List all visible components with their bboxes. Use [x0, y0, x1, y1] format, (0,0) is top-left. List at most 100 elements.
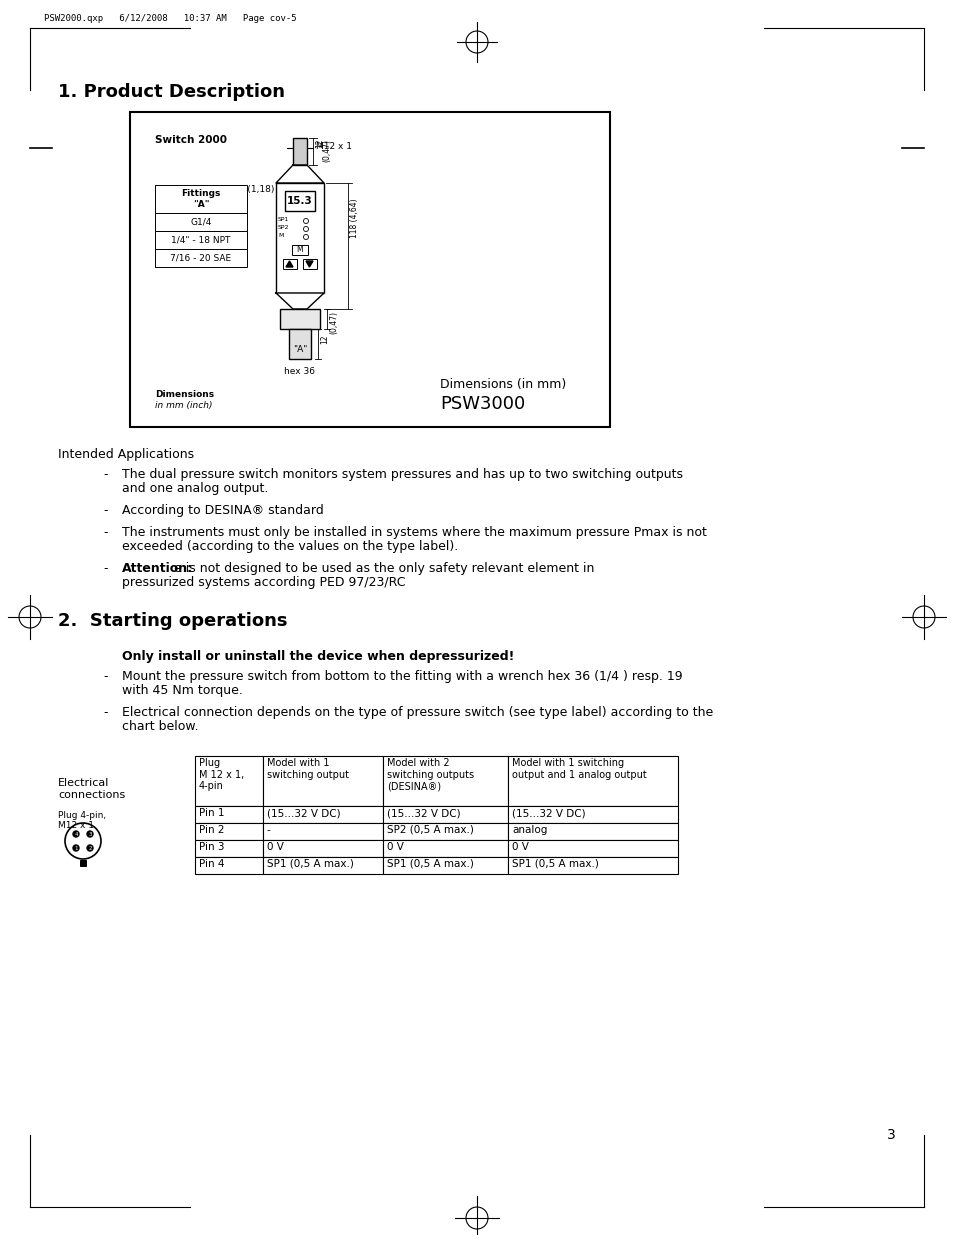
Text: G1/4: G1/4 [190, 217, 212, 226]
Text: Pin 4: Pin 4 [199, 860, 224, 869]
Bar [382, 857, 507, 874]
Bar [507, 840, 678, 857]
Bar [263, 756, 382, 806]
Bar [194, 857, 263, 874]
Text: Model with 2
switching outputs
(DESINA®): Model with 2 switching outputs (DESINA®) [387, 758, 474, 792]
Bar [263, 840, 382, 857]
Text: -: - [103, 706, 108, 719]
Bar [130, 112, 609, 427]
Text: Model with 1 switching
output and 1 analog output: Model with 1 switching output and 1 anal… [512, 758, 646, 779]
Circle shape [87, 845, 92, 851]
Text: -: - [267, 825, 271, 835]
Bar [263, 823, 382, 840]
Bar [194, 756, 263, 806]
Text: (0,47): (0,47) [322, 140, 331, 162]
Bar [382, 823, 507, 840]
Text: in mm (inch): in mm (inch) [154, 401, 213, 410]
Bar [263, 806, 382, 823]
Bar [263, 857, 382, 874]
Text: Electrical
connections: Electrical connections [58, 778, 125, 799]
Text: Fittings
"A": Fittings "A" [181, 189, 220, 209]
Text: 0 V: 0 V [512, 842, 528, 852]
Bar [154, 212, 247, 231]
Text: 118 (4,64): 118 (4,64) [350, 198, 358, 237]
Text: Electrical connection depends on the type of pressure switch (see type label) ac: Electrical connection depends on the typ… [122, 706, 713, 719]
Text: chart below.: chart below. [122, 720, 198, 734]
Circle shape [73, 831, 79, 837]
Text: -: - [103, 671, 108, 683]
Text: Mount the pressure switch from bottom to the fitting with a wrench hex 36 (1/4 ): Mount the pressure switch from bottom to… [122, 671, 682, 683]
Text: 0 V: 0 V [387, 842, 403, 852]
Text: "A": "A" [293, 345, 307, 353]
Text: PSW2000.qxp   6/12/2008   10:37 AM   Page cov-5: PSW2000.qxp 6/12/2008 10:37 AM Page cov-… [44, 14, 296, 23]
Text: 3: 3 [886, 1128, 895, 1142]
Text: Pin 1: Pin 1 [199, 808, 224, 818]
Text: (0,47): (0,47) [329, 311, 337, 333]
Bar [194, 823, 263, 840]
Text: 1: 1 [74, 846, 77, 851]
Text: 0 V: 0 V [267, 842, 284, 852]
Text: 2: 2 [89, 846, 91, 851]
Bar [154, 249, 247, 267]
Text: Intended Applications: Intended Applications [58, 448, 193, 461]
Bar [275, 183, 324, 293]
Bar [283, 259, 296, 269]
Text: 15.3: 15.3 [287, 196, 313, 206]
Bar [289, 329, 311, 359]
Bar [507, 756, 678, 806]
Text: -: - [103, 468, 108, 480]
Bar [194, 840, 263, 857]
Text: (15...32 V DC): (15...32 V DC) [267, 808, 340, 818]
Text: Switch 2000: Switch 2000 [154, 135, 227, 144]
Text: with 45 Nm torque.: with 45 Nm torque. [122, 684, 243, 697]
Text: e is not designed to be used as the only safety relevant element in: e is not designed to be used as the only… [173, 562, 594, 576]
Text: SP2 (0,5 A max.): SP2 (0,5 A max.) [387, 825, 474, 835]
Text: SP1 (0,5 A max.): SP1 (0,5 A max.) [387, 860, 474, 869]
Bar [382, 840, 507, 857]
Text: -: - [103, 526, 108, 538]
Text: SP1 (0,5 A max.): SP1 (0,5 A max.) [512, 860, 598, 869]
Bar [507, 806, 678, 823]
Text: The dual pressure switch monitors system pressures and has up to two switching o: The dual pressure switch monitors system… [122, 468, 682, 480]
Text: SP1: SP1 [277, 217, 289, 222]
Bar [382, 756, 507, 806]
Text: (15...32 V DC): (15...32 V DC) [512, 808, 585, 818]
Text: analog: analog [512, 825, 547, 835]
Text: Model with 1
switching output: Model with 1 switching output [267, 758, 349, 779]
Text: 3: 3 [89, 831, 91, 836]
Bar [382, 806, 507, 823]
Polygon shape [275, 165, 324, 183]
Text: SP1 (0,5 A max.): SP1 (0,5 A max.) [267, 860, 354, 869]
Text: SP2: SP2 [277, 225, 289, 230]
Text: 2.  Starting operations: 2. Starting operations [58, 613, 287, 630]
Text: -: - [103, 562, 108, 576]
Bar [303, 259, 316, 269]
Text: Plug
M 12 x 1,
4-pin: Plug M 12 x 1, 4-pin [199, 758, 244, 792]
Text: Pin 2: Pin 2 [199, 825, 224, 835]
Bar [80, 860, 86, 866]
Text: 7/16 - 20 SAE: 7/16 - 20 SAE [171, 253, 232, 263]
Bar [293, 138, 307, 165]
Text: According to DESINA® standard: According to DESINA® standard [122, 504, 323, 517]
Bar [154, 185, 247, 212]
Text: 1. Product Description: 1. Product Description [58, 83, 285, 101]
Text: M12 x 1: M12 x 1 [315, 142, 352, 151]
Text: (15...32 V DC): (15...32 V DC) [387, 808, 460, 818]
Text: pressurized systems according PED 97/23/RC: pressurized systems according PED 97/23/… [122, 576, 405, 589]
Text: 12: 12 [314, 140, 324, 148]
Text: hex 36: hex 36 [284, 367, 315, 375]
Text: PSW3000: PSW3000 [439, 395, 525, 412]
Bar [507, 823, 678, 840]
Text: -: - [103, 504, 108, 517]
Text: M: M [277, 233, 283, 238]
Text: The instruments must only be installed in systems where the maximum pressure Pma: The instruments must only be installed i… [122, 526, 706, 538]
Circle shape [87, 831, 92, 837]
Text: M: M [296, 246, 303, 254]
Text: 1/4" - 18 NPT: 1/4" - 18 NPT [172, 236, 231, 245]
Bar [507, 857, 678, 874]
Text: Attention:: Attention: [122, 562, 193, 576]
Polygon shape [275, 293, 324, 309]
Text: 4: 4 [74, 831, 77, 836]
Text: Plug 4-pin,
M12 x 1: Plug 4-pin, M12 x 1 [58, 811, 106, 830]
Text: 12: 12 [319, 335, 329, 345]
